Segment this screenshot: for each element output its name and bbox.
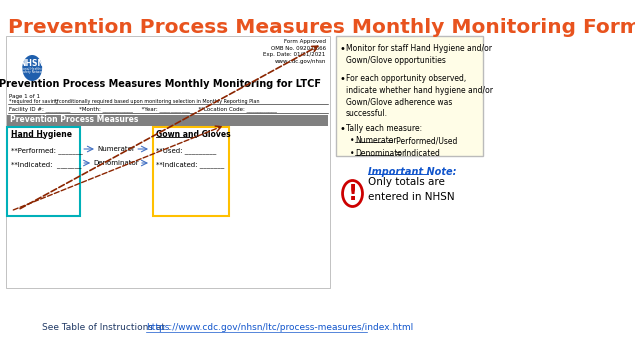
Text: Prevention Process Measures Monthly Monitoring for LTCF: Prevention Process Measures Monthly Moni…: [0, 79, 321, 89]
Text: !: !: [347, 183, 358, 203]
Text: •: •: [340, 44, 345, 54]
Text: Gown and Gloves: Gown and Gloves: [156, 130, 231, 139]
Text: Denominator: Denominator: [93, 160, 139, 166]
Text: Facility ID #: _________     *Month: ___________     *Year: ___________     **Lo: Facility ID #: _________ *Month: _______…: [9, 106, 277, 112]
Text: NHSN: NHSN: [20, 58, 44, 67]
FancyBboxPatch shape: [7, 115, 328, 126]
Text: **Indicated: _______: **Indicated: _______: [156, 161, 225, 168]
FancyBboxPatch shape: [336, 161, 483, 236]
Text: For each opportunity observed,
indicate whether hand hygiene and/or
Gown/Glove a: For each opportunity observed, indicate …: [345, 74, 493, 118]
Text: Prevention Process Measures: Prevention Process Measures: [10, 116, 138, 125]
FancyBboxPatch shape: [6, 36, 330, 288]
Text: **conditionally required based upon monitoring selection in Monthly Reporting Pl: **conditionally required based upon moni…: [53, 99, 259, 104]
FancyBboxPatch shape: [7, 127, 80, 216]
Text: Form Approved
OMB No. 0920-0666
Exp. Date: 01/31/2021
www.cdc.gov/nhsn: Form Approved OMB No. 0920-0666 Exp. Dat…: [264, 39, 326, 64]
Text: Hand Hygiene: Hand Hygiene: [11, 130, 72, 139]
Text: = Performed/Used: = Performed/Used: [385, 136, 458, 145]
Text: **Used: _________: **Used: _________: [156, 147, 217, 154]
Text: https://www.cdc.gov/nhsn/ltc/process-measures/index.html: https://www.cdc.gov/nhsn/ltc/process-mea…: [147, 324, 413, 333]
Text: Tally each measure:: Tally each measure:: [345, 124, 422, 133]
Text: Numerator: Numerator: [97, 146, 135, 152]
Text: Only totals are
entered in NHSN: Only totals are entered in NHSN: [368, 177, 455, 202]
Text: Numerator: Numerator: [355, 136, 396, 145]
FancyBboxPatch shape: [336, 36, 483, 156]
Text: •: •: [340, 74, 345, 84]
Text: •: •: [349, 149, 354, 158]
Text: = Indicated: = Indicated: [393, 149, 440, 158]
Text: Page 1 of 1: Page 1 of 1: [9, 94, 40, 99]
Text: Safety Network: Safety Network: [20, 70, 44, 74]
Text: Important Note:: Important Note:: [368, 167, 457, 177]
Text: **Performed: _______: **Performed: _______: [11, 147, 83, 154]
FancyBboxPatch shape: [152, 127, 229, 216]
Text: *required for saving: *required for saving: [9, 99, 58, 104]
Text: •: •: [340, 124, 345, 134]
Text: National Healthcare: National Healthcare: [17, 67, 47, 71]
Text: •: •: [349, 136, 354, 145]
Text: See Table of Instructions at :: See Table of Instructions at :: [42, 324, 174, 333]
Text: Monitor for staff Hand Hygiene and/or
Gown/Glove opportunities: Monitor for staff Hand Hygiene and/or Go…: [345, 44, 491, 65]
Circle shape: [342, 181, 363, 207]
Text: Prevention Process Measures Monthly Monitoring Form: Prevention Process Measures Monthly Moni…: [8, 18, 635, 37]
Text: **Indicated:  _______: **Indicated: _______: [11, 161, 81, 168]
Text: Denominator: Denominator: [355, 149, 405, 158]
Circle shape: [22, 55, 42, 81]
